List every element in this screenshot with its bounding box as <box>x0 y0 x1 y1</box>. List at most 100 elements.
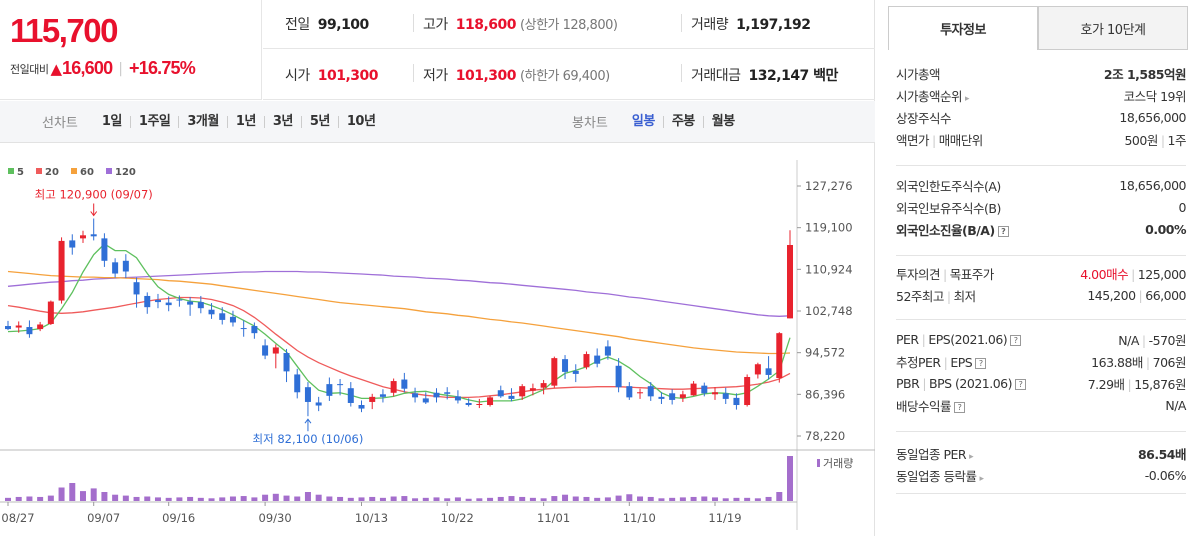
candle-body <box>487 397 494 406</box>
market-cap-label: 시가총액 <box>896 66 941 82</box>
candle-body <box>562 359 569 372</box>
dividend-text: 배당수익률 <box>896 398 952 414</box>
industry-per-label[interactable]: 동일업종 PER ▸ <box>896 444 974 463</box>
volume-bar <box>572 496 579 501</box>
tab-monthly[interactable]: 월봉 <box>711 113 735 129</box>
candle-body <box>58 240 65 301</box>
help-icon[interactable]: ? <box>997 225 1009 237</box>
candle-body <box>454 396 461 401</box>
industry-rate-row[interactable]: 동일업종 등락률 ▸ -0.06% <box>896 464 1187 486</box>
per-label: PER | EPS(2021.06)? <box>896 331 1022 347</box>
candle-body <box>444 392 451 394</box>
foreign-held-row: 외국인보유주식수(B) 0 <box>896 196 1187 218</box>
divider: | <box>921 331 926 347</box>
candle-body <box>326 384 333 396</box>
per-text: PER <box>896 331 919 347</box>
help-icon[interactable]: ? <box>954 401 966 413</box>
open-label: 시가 <box>285 67 310 84</box>
candle-body <box>251 326 258 334</box>
legend-label-60: 60 <box>80 167 94 178</box>
candle-body <box>508 395 515 399</box>
week52-low-value: 66,000 <box>1145 287 1186 303</box>
candle-body <box>626 386 633 398</box>
industry-rate-label[interactable]: 동일업종 등락률 ▸ <box>896 466 984 485</box>
volume-bar <box>197 497 204 501</box>
tab-investment-info[interactable]: 투자정보 <box>888 6 1038 50</box>
help-icon[interactable]: ? <box>1015 378 1026 390</box>
candle-body <box>733 397 740 406</box>
low-label: 저가 <box>423 67 448 84</box>
open-value: 101,300 <box>317 67 379 84</box>
foreign-ratio-value: 0.00% <box>1145 221 1186 237</box>
divider: | <box>1131 266 1135 282</box>
tab-orderbook[interactable]: 호가 10단계 <box>1038 6 1188 50</box>
y-tick-label: 86,396 <box>805 387 845 401</box>
candle-body <box>15 325 22 328</box>
volume-bar <box>176 497 183 501</box>
volume-bar <box>679 497 686 501</box>
par-value-row: 액면가 | 매매단위 500원 | 1주 <box>896 128 1187 150</box>
market-cap-rank-row[interactable]: 시가총액순위 ▸ 코스닥 19위 <box>896 84 1187 106</box>
candle-body <box>690 383 697 396</box>
volume-bar <box>497 496 504 501</box>
volume-bar <box>187 496 194 501</box>
bps-value: 15,876원 <box>1134 376 1186 392</box>
high-price: 고가 118,600 (상한가 128,800) <box>423 14 618 34</box>
week52-low-text: 최저 <box>953 288 977 304</box>
tab-daily[interactable]: 일봉 <box>624 115 664 128</box>
volume-bar <box>658 498 665 501</box>
divider <box>681 14 682 32</box>
candle-body <box>294 374 301 393</box>
pbr-row: PBR | BPS (2021.06)? 7.29배 | 15,876원 <box>896 372 1186 394</box>
tab-1week[interactable]: 1주일 <box>131 115 180 128</box>
volume-bar <box>69 483 76 501</box>
volume-bar <box>476 498 483 501</box>
volume-bar <box>487 497 494 501</box>
candle-chart-label: 봉차트 <box>572 116 608 131</box>
industry-per-row[interactable]: 동일업종 PER ▸ 86.54배 <box>896 442 1187 464</box>
panel-tabs: 투자정보 호가 10단계 <box>888 6 1188 50</box>
tab-weekly[interactable]: 주봉 <box>664 115 704 128</box>
candle-body <box>497 390 504 397</box>
volume-bar <box>229 496 236 501</box>
volume-bar <box>240 496 247 501</box>
ma5-line <box>7 243 791 403</box>
candle-body <box>776 333 783 379</box>
volume-bar <box>90 488 97 501</box>
foreign-limit-value: 18,656,000 <box>1119 177 1186 193</box>
change-label: 전일대비 <box>10 62 49 76</box>
tab-10year[interactable]: 10년 <box>346 113 376 129</box>
candle-body <box>679 394 686 398</box>
market-cap-rank-label[interactable]: 시가총액순위 ▸ <box>896 86 970 105</box>
help-icon[interactable]: ? <box>975 357 987 369</box>
volume-bar <box>562 494 569 501</box>
est-per-values: 163.88배 | 706원 <box>1091 352 1186 371</box>
divider: | <box>943 354 948 370</box>
tab-3year[interactable]: 3년 <box>265 115 302 128</box>
opinion-values: 4.00매수 | 125,000 <box>1080 264 1186 283</box>
volume-bar <box>444 498 451 501</box>
prev-close: 전일 99,100 <box>285 14 369 34</box>
price-change: 전일대비 ▲ 16,600 | +16.75% <box>10 58 196 79</box>
tab-1year[interactable]: 1년 <box>228 115 265 128</box>
candle-body <box>594 355 601 364</box>
divider: | <box>922 375 927 391</box>
volume-bar <box>454 497 461 501</box>
candle-body <box>765 368 772 375</box>
est-per-row: 추정PER | EPS? 163.88배 | 706원 <box>896 350 1187 372</box>
par-value-label: 액면가 | 매매단위 <box>896 130 983 149</box>
tab-3month[interactable]: 3개월 <box>179 115 228 128</box>
market-cap-row: 시가총액 2조 1,585억원 <box>896 62 1187 84</box>
trade-unit-text: 매매단위 <box>938 132 984 148</box>
candle-body <box>369 396 376 402</box>
volume-legend-swatch <box>817 459 820 467</box>
foreign-ratio-row: 외국인소진율(B/A)? 0.00% <box>896 218 1186 240</box>
volume-bar <box>262 494 269 501</box>
help-icon[interactable]: ? <box>1010 334 1022 346</box>
tab-5year[interactable]: 5년 <box>302 115 339 128</box>
candle-body <box>187 301 194 305</box>
x-tick-label: 11/19 <box>708 511 741 525</box>
divider: | <box>932 132 936 148</box>
market-cap-value: 2조 1,585억원 <box>1103 66 1187 82</box>
tab-1day[interactable]: 1일 <box>94 115 131 128</box>
